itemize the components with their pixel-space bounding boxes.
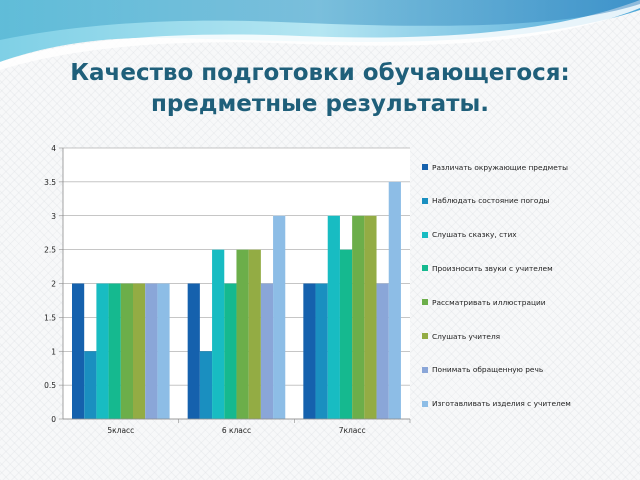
bar — [120, 283, 133, 419]
bar — [248, 249, 261, 419]
bar — [364, 215, 377, 419]
y-tick-label: 0 — [51, 415, 56, 424]
y-tick-label: 2.5 — [44, 246, 56, 255]
bar — [84, 351, 97, 419]
bar — [327, 215, 340, 419]
y-tick-label: 2 — [51, 280, 56, 289]
bar — [236, 249, 249, 419]
bar — [199, 351, 213, 419]
legend-swatch — [422, 265, 428, 272]
bar — [187, 283, 200, 419]
y-tick-label: 3.5 — [44, 178, 56, 187]
legend-label: Рассматривать иллюстрации — [432, 297, 546, 307]
legend-label: Слушать сказку, стих — [432, 230, 517, 240]
legend-item: Изготавливать изделия с учителем — [422, 397, 571, 411]
legend-label: Понимать обращенную речь — [432, 365, 544, 375]
legend-item: Различать окружающие предметы — [422, 160, 568, 174]
chart-axes — [59, 147, 411, 423]
x-category-label: 7класс — [339, 426, 366, 435]
legend-label: Произносить звуки с учителем — [432, 263, 553, 273]
legend-label: Различать окружающие предметы — [432, 162, 568, 172]
legend-label: Изготавливать изделия с учителем — [432, 399, 571, 409]
x-category-label: 6 класс — [222, 426, 251, 435]
legend-item: Понимать обращенную речь — [422, 363, 543, 377]
bar — [352, 215, 365, 419]
y-tick-label: 4 — [51, 144, 56, 153]
y-tick-label: 0.5 — [44, 381, 56, 390]
legend-item: Рассматривать иллюстрации — [422, 295, 546, 309]
bar — [339, 249, 353, 419]
y-tick-label: 1 — [51, 347, 56, 356]
slide-title-line-2: предметные результаты. — [150, 91, 490, 117]
bar — [376, 283, 389, 419]
bar — [315, 283, 328, 419]
bar — [96, 283, 109, 419]
bar — [388, 181, 401, 419]
bar — [224, 283, 237, 419]
legend-swatch — [422, 366, 428, 373]
y-tick-label: 3 — [51, 212, 56, 221]
legend-item: Слушать сказку, стих — [422, 228, 517, 242]
legend-label: Наблюдать состояние погоды — [432, 196, 550, 206]
bar — [108, 283, 121, 419]
bar — [133, 283, 146, 419]
legend-item: Произносить звуки с учителем — [422, 261, 553, 275]
bar — [273, 215, 286, 419]
legend-swatch — [422, 197, 428, 204]
slide-title: Качество подготовки обучающегося: предме… — [0, 58, 640, 120]
bar — [260, 283, 274, 419]
y-tick-label: 1.5 — [44, 313, 56, 322]
legend-swatch — [422, 231, 428, 238]
bar — [303, 283, 316, 419]
y-axis-tick-labels: 0 0.5 1 1.5 2 2.5 3 3.5 4 — [44, 144, 56, 424]
legend-swatch — [422, 164, 428, 170]
x-axis-category-labels: 5класс 6 класс 7класс — [107, 426, 365, 435]
header-swoosh-decoration — [0, 0, 640, 70]
legend-item: Слушать учителя — [422, 329, 500, 343]
bar — [157, 283, 170, 419]
bar — [212, 249, 225, 419]
legend-swatch — [422, 333, 428, 339]
legend-swatch — [422, 400, 428, 407]
x-category-label: 5класс — [107, 426, 134, 435]
legend-item: Наблюдать состояние погоды — [422, 194, 549, 208]
bar-series — [72, 181, 401, 419]
legend-swatch — [422, 299, 428, 306]
legend-label: Слушать учителя — [432, 331, 501, 341]
bar — [145, 283, 158, 419]
bar — [72, 283, 85, 419]
slide-title-line-1: Качество подготовки обучающегося: — [70, 60, 570, 86]
